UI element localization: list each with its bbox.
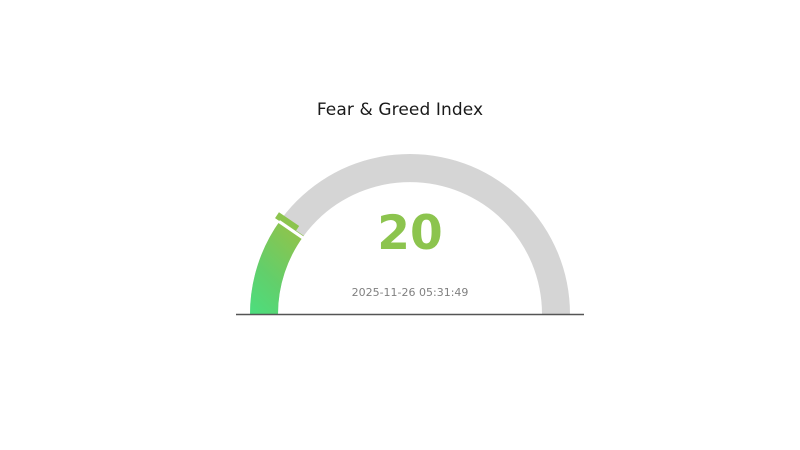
gauge-needle-icon (275, 212, 307, 242)
gauge-timestamp-label: 2025-11-26 05:31:49 (351, 286, 469, 299)
page-title: Fear & Greed Index (316, 100, 484, 120)
gauge-track-arc (250, 154, 570, 314)
gauge-value-arc (250, 220, 304, 314)
gauge-value-label: 20 (377, 206, 443, 261)
